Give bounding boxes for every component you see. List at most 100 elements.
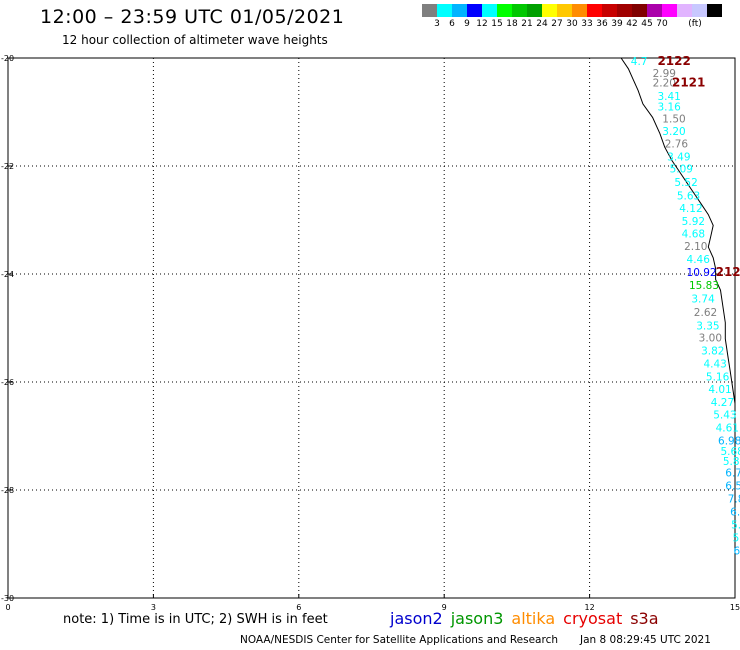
scale-swatch xyxy=(527,4,542,17)
scale-tick-label: 33 xyxy=(581,19,593,29)
legend-s3a: s3a xyxy=(630,609,659,628)
scale-swatch xyxy=(632,4,647,17)
legend-altika: altika xyxy=(511,609,556,628)
wave-height-label: 2.62 xyxy=(694,307,717,319)
wave-height-label: 5.86 xyxy=(723,456,740,468)
map-grid xyxy=(8,58,735,598)
wave-height-label: 3.74 xyxy=(691,293,715,305)
scale-tick-label: 39 xyxy=(611,19,623,29)
scale-tick-label: 6 xyxy=(449,19,455,29)
scale-tick-label: 3 xyxy=(434,19,440,29)
legend-jason3: jason3 xyxy=(450,609,504,628)
y-tick-label: -24 xyxy=(1,270,14,279)
wave-height-label: 3.16 xyxy=(657,102,681,114)
scale-tick-label: 45 xyxy=(641,19,653,29)
scale-swatch xyxy=(467,4,482,17)
scale-swatch xyxy=(482,4,497,17)
scale-tick-label: 30 xyxy=(566,19,578,29)
x-tick-label: 9 xyxy=(442,603,447,612)
wave-height-label: 5.09 xyxy=(670,164,693,176)
x-tick-label: 15 xyxy=(730,603,740,612)
map-axes: 0 3 6 9 12 15 -20 -22 -24 -26 -28 -30 xyxy=(1,54,740,612)
scale-tick-label: 18 xyxy=(506,19,518,29)
wave-height-label: 5.52 xyxy=(674,177,697,189)
y-tick-label: -26 xyxy=(1,378,14,387)
scale-swatch xyxy=(677,4,692,17)
scale-tick-label: 70 xyxy=(656,19,668,29)
scale-tick-label: 9 xyxy=(464,19,470,29)
map-subtitle: 12 hour collection of altimeter wave hei… xyxy=(62,33,328,47)
wave-height-label: 3.82 xyxy=(701,346,724,358)
scale-swatch xyxy=(707,4,722,17)
wave-height-label: 5.68 xyxy=(720,446,740,458)
wave-height-label: 15.83 xyxy=(689,280,719,292)
wave-height-label: 6 xyxy=(734,545,740,557)
wave-height-label: 2.20 xyxy=(653,77,676,89)
wave-height-label: 2.10 xyxy=(684,241,707,253)
wave-height-label: 5.63 xyxy=(677,191,700,203)
scale-swatch xyxy=(647,4,662,17)
wave-height-label: 7.8 xyxy=(728,494,740,506)
wave-height-label: 2.99 xyxy=(653,68,676,80)
x-tick-label: 0 xyxy=(5,603,10,612)
pass-id-label: 2120 xyxy=(716,265,740,279)
scale-swatch xyxy=(452,4,467,17)
wave-height-label: 4.43 xyxy=(703,359,726,371)
scale-tick-label: 24 xyxy=(536,19,548,29)
scale-swatch xyxy=(437,4,452,17)
x-tick-label: 3 xyxy=(151,603,156,612)
pass-id-label: 2122 xyxy=(657,54,690,68)
wave-height-label: 4.01 xyxy=(708,384,731,396)
map-title: 12:00 – 23:59 UTC 01/05/2021 xyxy=(40,6,345,28)
wave-height-label: 4.12 xyxy=(679,203,702,215)
scale-swatch xyxy=(497,4,512,17)
wave-height-color-scale: 3 6 9 12 15 18 21 24 27 30 33 36 39 42 45 70 (ft) xyxy=(422,4,722,31)
footer-note: note: 1) Time is in UTC; 2) SWH is in fe… xyxy=(63,612,328,627)
wave-height-label: 3.35 xyxy=(696,320,719,332)
generated-timestamp: Jan 8 08:29:45 UTC 2021 xyxy=(580,634,711,646)
scale-tick-label: 27 xyxy=(551,19,563,29)
pass-id-label: 2121 xyxy=(672,75,705,89)
scale-unit: (ft) xyxy=(688,19,702,29)
wave-height-label: 3.49 xyxy=(667,151,690,163)
scale-swatch xyxy=(602,4,617,17)
credit-line: NOAA/NESDIS Center for Satellite Applica… xyxy=(240,634,558,646)
wave-height-label: 6.5 xyxy=(725,481,740,493)
color-scale-swatches xyxy=(422,4,722,17)
wave-height-label: 1.50 xyxy=(662,113,685,125)
wave-height-label: 4.46 xyxy=(687,254,711,266)
wave-height-label: 5.16 xyxy=(706,372,730,384)
wave-height-label: 6.98 xyxy=(718,435,740,447)
wave-height-label: 4.27 xyxy=(711,397,734,409)
x-tick-label: 6 xyxy=(296,603,301,612)
scale-swatch xyxy=(557,4,572,17)
wave-height-label: 6.77 xyxy=(725,468,740,480)
y-tick-label: -28 xyxy=(1,486,14,495)
legend-jason2: jason2 xyxy=(390,609,443,628)
coastline xyxy=(620,57,736,404)
wave-height-label: 4.68 xyxy=(682,229,705,241)
wave-height-label: 5.43 xyxy=(713,409,736,421)
scale-swatch xyxy=(662,4,677,17)
wave-height-label: 3.20 xyxy=(662,126,685,138)
scale-tick-label: 15 xyxy=(491,19,503,29)
wave-height-label: 5.92 xyxy=(682,216,705,228)
scale-tick-label: 42 xyxy=(626,19,638,29)
scale-swatch xyxy=(512,4,527,17)
legend-cryosat: cryosat xyxy=(563,609,623,628)
scale-swatch xyxy=(587,4,602,17)
wave-height-label: 6. xyxy=(730,507,740,519)
wave-height-label: 5 xyxy=(733,533,740,545)
wave-height-label: 10.92 xyxy=(687,267,717,279)
wave-height-label: 4.7 xyxy=(631,56,648,68)
y-tick-label: -22 xyxy=(1,162,14,171)
scale-tick-label: 12 xyxy=(476,19,488,29)
scale-swatch xyxy=(572,4,587,17)
satellite-legend: jason2 jason3 altika cryosat s3a xyxy=(390,609,667,628)
wave-height-label: 3.41 xyxy=(657,91,680,103)
wave-height-labels: 4.7 21222.992.2021213.413.161.503.202.763… xyxy=(631,54,740,557)
wave-height-label: 5. xyxy=(731,520,740,532)
wave-height-label: 4.61 xyxy=(716,422,739,434)
scale-swatch xyxy=(422,4,437,17)
scale-tick-label: 21 xyxy=(521,19,533,29)
